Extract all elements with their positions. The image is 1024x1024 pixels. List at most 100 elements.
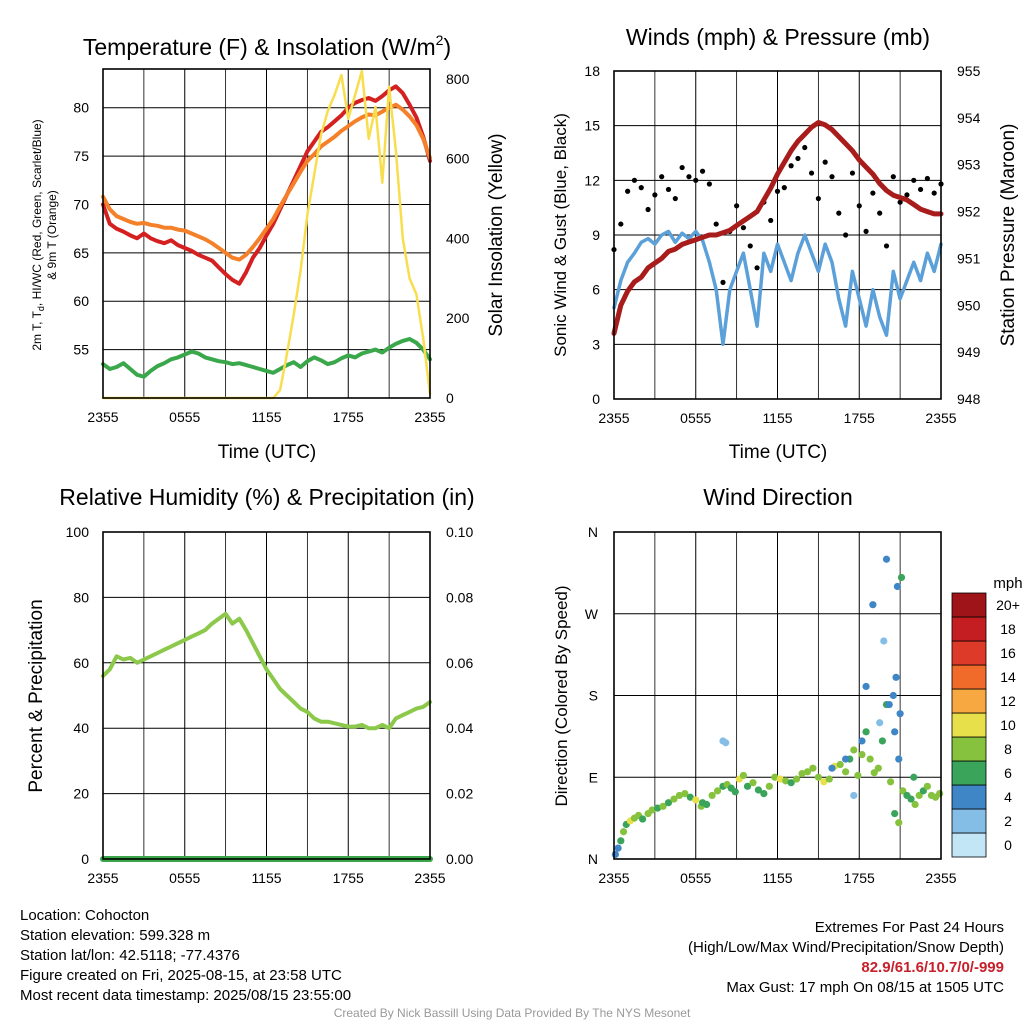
wind-direction-point (850, 746, 858, 754)
speed-legend-swatch (951, 784, 987, 810)
wind-chart: 2355 0555 1155 1755 2355 0 3 6 9 12 15 18 948 949 950 9… (584, 63, 980, 426)
temp-y-tick-label: 65 (73, 245, 89, 261)
rh-x-tick-label: 0555 (169, 870, 200, 886)
wind-direction-point (749, 779, 757, 787)
dir-y-tick-label: E (589, 769, 598, 785)
rh-y-tick-label: 80 (73, 589, 89, 605)
gust-point (638, 185, 644, 191)
wind-direction-point (765, 782, 773, 790)
wind-y-tick-label: 15 (584, 118, 600, 134)
wind-direction-point (874, 764, 882, 772)
temp-x-tick-label: 1155 (251, 409, 281, 425)
rh-y-tick-label: 20 (73, 786, 89, 802)
wind-y2-tick-label: 950 (957, 297, 981, 313)
rh-chart: 2355 0555 1155 1755 2355 0 20 40 60 80 100 0.00 0.02… (66, 524, 474, 886)
temp-y2-tick-label: 200 (446, 310, 470, 326)
wind-y-axis-label: Sonic Wind & Gust (Blue, Black) (551, 113, 570, 357)
wind-direction-point (713, 787, 722, 795)
wind-x-tick-label: 0555 (680, 410, 711, 426)
dir-plot-frame (613, 531, 942, 860)
speed-legend-label: 6 (1004, 765, 1012, 781)
wind-direction-point (814, 773, 822, 781)
rh-y2-tick-label: 0.08 (446, 589, 473, 605)
speed-legend-label: 12 (1000, 693, 1016, 709)
temp-y2-tick-label: 0 (446, 390, 454, 406)
gust-point (829, 174, 835, 180)
gust-point (795, 155, 801, 162)
wind-direction-point (670, 795, 678, 803)
wind-direction-point (882, 555, 891, 563)
temp-y2-axis-label: Solar Insolation (Yellow) (486, 133, 507, 336)
speed-legend-label: 14 (1000, 669, 1016, 685)
gust-point (720, 279, 726, 285)
gust-point (931, 190, 937, 196)
wind-direction-point (708, 791, 716, 800)
temp-x-axis-label: Time (UTC) (218, 442, 317, 463)
wind-direction-point (619, 828, 628, 836)
rh-y2-tick-label: 0.06 (446, 655, 473, 671)
dir-y-tick-label: W (585, 606, 599, 622)
gust-point (747, 243, 753, 249)
temp-x-tick-label: 2355 (87, 409, 118, 425)
wind-direction-point (776, 775, 784, 783)
wind-direction-point (739, 771, 748, 780)
rh-y-axis-label: Percent & Precipitation (26, 599, 47, 792)
temp-y-tick-label: 80 (73, 100, 89, 116)
temp-x-tick-label: 2355 (414, 409, 445, 425)
gust-point (849, 170, 856, 176)
temp-y2-tick-label: 800 (446, 71, 470, 87)
wind-y2-tick-label: 949 (957, 344, 981, 360)
wind-direction-point (842, 768, 850, 776)
gust-point (672, 195, 678, 202)
dir-x-tick-label: 2355 (925, 870, 956, 886)
speed-legend-swatch (951, 664, 987, 690)
wind-direction-point (771, 773, 779, 781)
rh-x-tick-label: 1755 (333, 870, 364, 886)
wind-direction-point (895, 755, 903, 763)
temp-chart: 2355 0555 1155 1755 235555606570758002004006… (73, 68, 470, 425)
gust-point (693, 177, 699, 183)
wind-direction-point (731, 788, 739, 796)
rh-x-tick-label: 1155 (251, 870, 281, 886)
wind-direction-point (828, 764, 836, 772)
gust-point (890, 174, 896, 180)
wind-direction-point (681, 790, 689, 798)
gust-point (815, 195, 821, 202)
wind-x-tick-label: 2355 (598, 410, 629, 426)
wind-direction-point (889, 691, 897, 700)
speed-legend-swatch (951, 736, 987, 762)
wind-y2-axis-label: Station Pressure (Maroon) (998, 124, 1019, 347)
gust-point (734, 203, 740, 209)
wind-y2-tick-label: 954 (957, 110, 981, 126)
wind-direction-point (896, 710, 904, 718)
wind-direction-point (639, 815, 647, 823)
wind-y2-tick-label: 952 (957, 204, 981, 220)
speed-legend-label: 0 (1004, 837, 1012, 853)
gust-point (774, 188, 781, 194)
wind-direction-point (754, 786, 763, 794)
charts-layer: 2355 0555 1155 1755 235555606570758002004006… (66, 63, 1020, 886)
wind-direction-point (936, 790, 944, 798)
dir-x-tick-label: 0555 (680, 870, 711, 886)
wind-direction-point (880, 637, 888, 645)
wind-direction-point (885, 700, 893, 709)
wind-y2-tick-label: 951 (957, 250, 981, 266)
station-info: Location: Cohocton Station elevation: 59… (20, 906, 351, 1006)
wind-direction-point (923, 782, 931, 790)
dir-chart: 2355 0555 1155 1755 2355NESWN024681012141618… (585, 524, 1020, 886)
temp-y-axis-label: 2m T, Td, HI/WC (Red, Green, Scarlet/Blu… (30, 119, 46, 350)
wind-direction-point (895, 819, 903, 827)
rh-series-relative-humidity (101, 611, 432, 731)
extremes-subtitle: (High/Low/Max Wind/Precipitation/Snow De… (688, 939, 1004, 956)
dir-y-tick-label: S (589, 688, 598, 704)
dir-x-tick-label: 2355 (598, 870, 629, 886)
station-location: Location: Cohocton (20, 907, 150, 924)
temp-y2-tick-label: 600 (446, 151, 470, 167)
gust-point (856, 203, 862, 209)
wind-direction-point (722, 739, 730, 747)
rh-y-tick-label: 40 (73, 720, 89, 736)
temp-series-hi-wc (101, 337, 432, 379)
wind-direction-point (611, 850, 619, 859)
temp-x-tick-label: 1755 (333, 409, 364, 425)
gust-point (699, 168, 706, 174)
